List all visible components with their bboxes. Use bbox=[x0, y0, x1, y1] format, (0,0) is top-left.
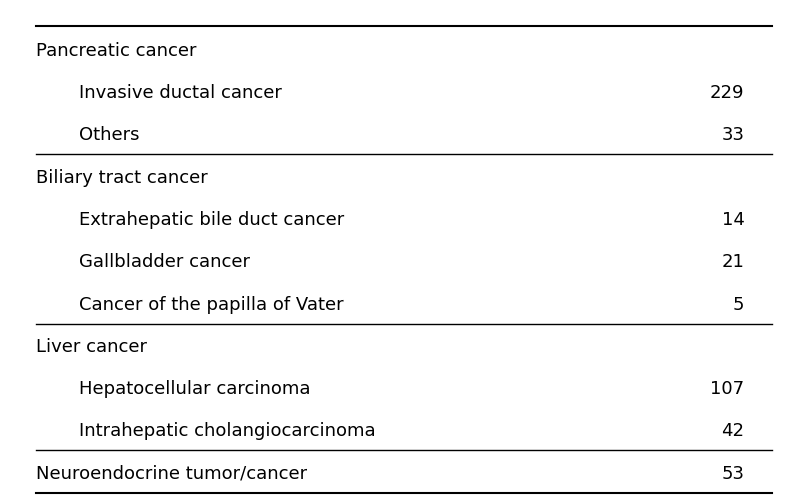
Text: Biliary tract cancer: Biliary tract cancer bbox=[36, 168, 207, 186]
Text: Liver cancer: Liver cancer bbox=[36, 338, 147, 356]
Text: Gallbladder cancer: Gallbladder cancer bbox=[79, 254, 250, 272]
Text: 21: 21 bbox=[722, 254, 744, 272]
Text: 42: 42 bbox=[722, 422, 744, 440]
Text: 14: 14 bbox=[722, 211, 744, 229]
Text: 5: 5 bbox=[733, 296, 744, 314]
Text: 33: 33 bbox=[722, 126, 744, 144]
Text: Intrahepatic cholangiocarcinoma: Intrahepatic cholangiocarcinoma bbox=[79, 422, 376, 440]
Text: 53: 53 bbox=[722, 464, 744, 482]
Text: Invasive ductal cancer: Invasive ductal cancer bbox=[79, 84, 282, 102]
Text: Extrahepatic bile duct cancer: Extrahepatic bile duct cancer bbox=[79, 211, 345, 229]
Text: Others: Others bbox=[79, 126, 140, 144]
Text: Hepatocellular carcinoma: Hepatocellular carcinoma bbox=[79, 380, 311, 398]
Text: Cancer of the papilla of Vater: Cancer of the papilla of Vater bbox=[79, 296, 344, 314]
Text: Pancreatic cancer: Pancreatic cancer bbox=[36, 42, 196, 60]
Text: Neuroendocrine tumor/cancer: Neuroendocrine tumor/cancer bbox=[36, 464, 307, 482]
Text: 229: 229 bbox=[710, 84, 744, 102]
Text: 107: 107 bbox=[710, 380, 744, 398]
